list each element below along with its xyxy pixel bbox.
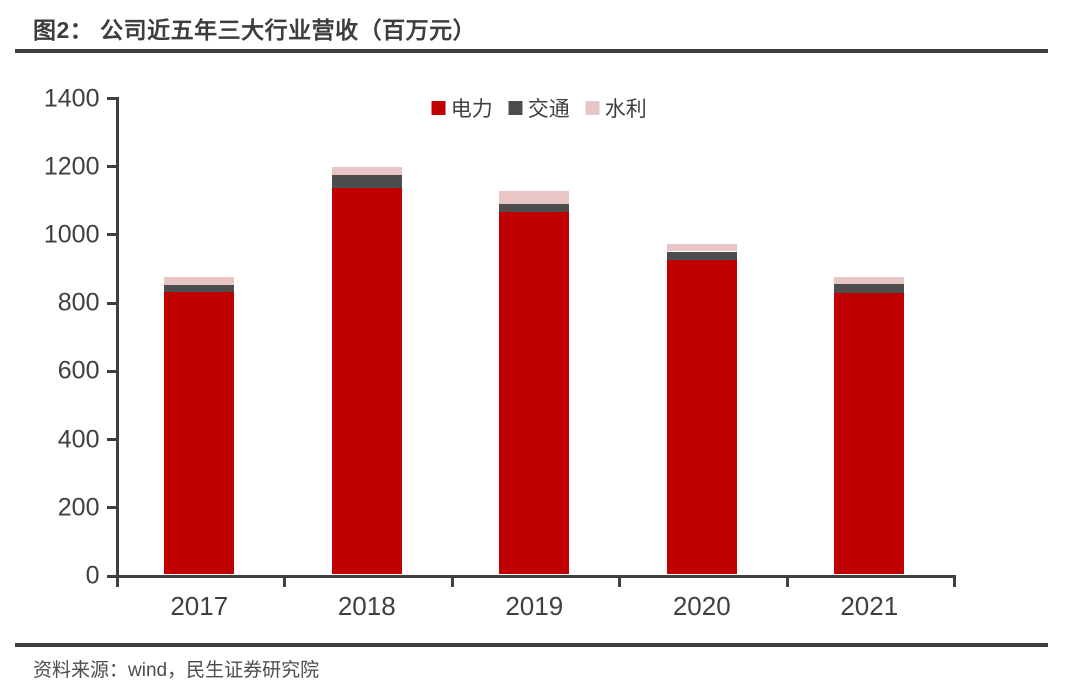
y-axis-tick-label: 200 — [57, 493, 100, 522]
legend-label: 电力 — [450, 98, 493, 121]
x-axis-line — [115, 574, 956, 578]
bar-segment-电力 — [164, 291, 235, 575]
x-axis-category-label: 2021 — [840, 590, 899, 621]
y-axis-tick — [106, 369, 116, 373]
bar-segment-水利 — [331, 167, 402, 176]
y-axis-tick-label: 1000 — [43, 220, 100, 249]
y-axis-tick — [106, 438, 116, 442]
legend-item-电力: 电力 — [431, 93, 493, 123]
chart-title: 图2： 公司近五年三大行业营收（百万元） — [33, 17, 477, 43]
x-axis-tick — [618, 577, 621, 587]
legend-label: 交通 — [527, 98, 570, 121]
bar-segment-水利 — [834, 277, 905, 284]
bar-segment-交通 — [666, 251, 737, 261]
bar-segment-水利 — [499, 190, 570, 204]
legend-item-水利: 水利 — [585, 93, 647, 123]
legend-label: 水利 — [604, 98, 647, 121]
y-axis-tick-label: 800 — [57, 288, 100, 317]
bar-segment-电力 — [666, 260, 737, 575]
x-axis-category-label: 2019 — [505, 590, 564, 621]
x-axis-category-label: 2017 — [170, 590, 229, 621]
y-axis-tick — [106, 233, 116, 237]
bar-segment-交通 — [164, 285, 235, 292]
y-axis-tick-label: 600 — [57, 356, 100, 385]
x-axis-category-label: 2018 — [337, 590, 396, 621]
source-note: 资料来源：wind，民生证券研究院 — [33, 660, 320, 681]
y-axis-tick-label: 1200 — [43, 152, 100, 181]
bar-segment-电力 — [499, 212, 570, 575]
y-axis-tick — [106, 165, 116, 169]
title-underline — [15, 49, 1048, 53]
bar-segment-水利 — [666, 244, 737, 252]
y-axis-tick — [106, 574, 116, 578]
stacked-bar-chart: 0 200 400 600 800 1000 1200 1400 2017 2018 2019 202… — [43, 84, 956, 621]
legend: 电力 交通 水利 — [431, 93, 647, 123]
x-axis-tick — [283, 577, 286, 587]
bar-segment-交通 — [834, 283, 905, 294]
legend-item-交通: 交通 — [508, 93, 570, 123]
bar-segment-电力 — [331, 188, 402, 575]
x-axis-tick — [785, 577, 789, 587]
bar-segment-交通 — [499, 203, 570, 213]
y-axis-tick — [106, 301, 116, 305]
footer-divider — [15, 643, 1048, 647]
y-axis-tick-label: 1400 — [43, 84, 100, 112]
bar-segment-交通 — [331, 175, 402, 189]
x-axis-tick — [953, 577, 956, 587]
x-axis-category-label: 2020 — [672, 590, 731, 621]
legend-swatch-icon — [508, 101, 523, 115]
y-axis-tick — [106, 506, 116, 510]
legend-swatch-icon — [431, 101, 446, 115]
y-axis-tick — [106, 97, 116, 100]
legend-swatch-icon — [585, 101, 600, 115]
bar-segment-水利 — [164, 277, 235, 286]
y-axis-tick-label: 400 — [57, 425, 100, 454]
x-axis-tick — [115, 577, 119, 587]
y-axis-tick-label: 0 — [85, 561, 100, 590]
y-axis-line — [115, 97, 119, 578]
x-axis-tick — [450, 577, 454, 587]
bar-segment-电力 — [834, 293, 905, 575]
